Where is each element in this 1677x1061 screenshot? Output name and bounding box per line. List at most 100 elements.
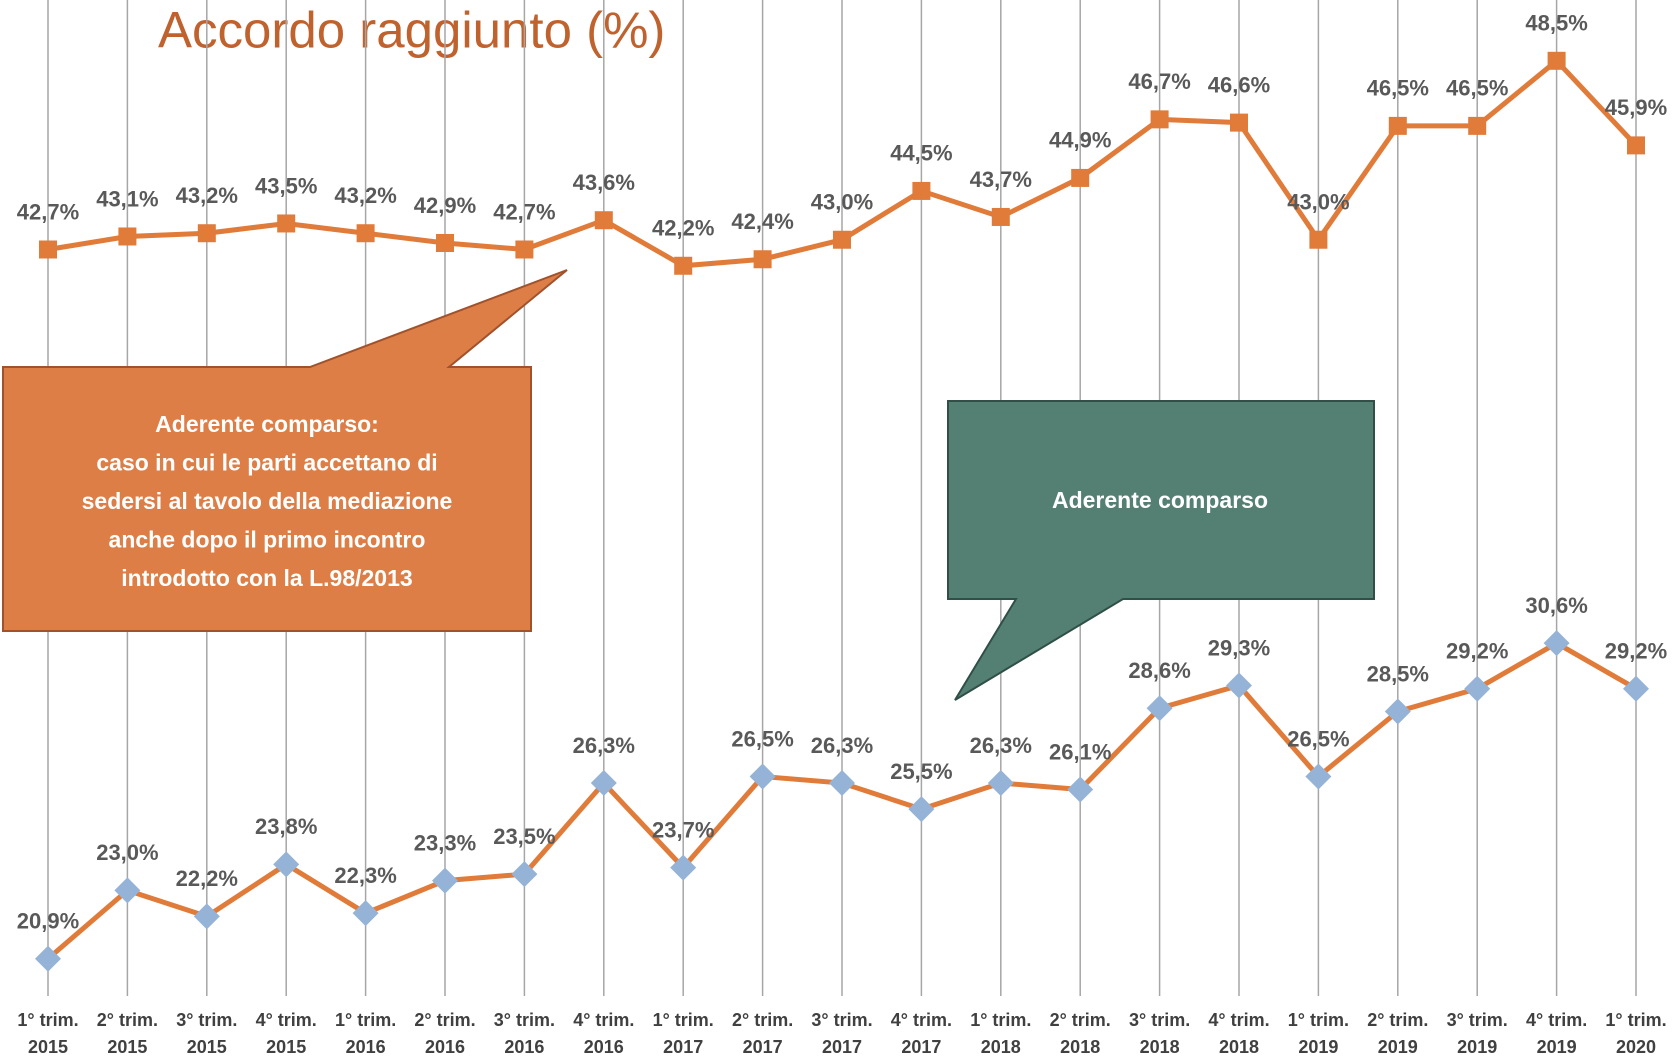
data-label: 43,1% bbox=[96, 186, 158, 211]
x-tick-label: 2° trim. 2015 bbox=[97, 1010, 158, 1057]
x-tick-label: 4° trim. 2018 bbox=[1208, 1010, 1269, 1057]
marker bbox=[753, 250, 772, 269]
data-label: 25,5% bbox=[890, 759, 952, 784]
callout-text: Aderente comparso bbox=[1052, 487, 1268, 513]
x-tick-label: 3° trim. 2017 bbox=[811, 1010, 872, 1057]
data-label: 43,6% bbox=[573, 170, 635, 195]
marker bbox=[1226, 672, 1252, 699]
marker bbox=[1067, 776, 1094, 803]
marker bbox=[908, 796, 935, 823]
data-label: 26,3% bbox=[573, 733, 635, 758]
marker bbox=[991, 207, 1010, 226]
data-label: 23,5% bbox=[493, 824, 555, 849]
callout-text: Aderente comparso: bbox=[155, 411, 379, 437]
marker bbox=[1464, 675, 1491, 702]
marker bbox=[515, 240, 534, 259]
marker bbox=[749, 763, 776, 790]
data-label: 20,9% bbox=[17, 909, 79, 934]
marker bbox=[1627, 136, 1645, 155]
data-label: 48,5% bbox=[1525, 11, 1587, 36]
data-label: 43,2% bbox=[176, 183, 238, 208]
marker bbox=[829, 770, 855, 797]
data-label: 26,5% bbox=[1287, 726, 1349, 751]
marker bbox=[436, 233, 454, 252]
data-label: 44,9% bbox=[1049, 128, 1111, 153]
data-label: 43,0% bbox=[811, 190, 873, 215]
data-label: 26,3% bbox=[970, 733, 1032, 758]
marker bbox=[1388, 116, 1407, 135]
x-tick-label: 4° trim. 2015 bbox=[256, 1010, 317, 1057]
data-label: 43,7% bbox=[970, 167, 1032, 192]
marker bbox=[1230, 113, 1248, 132]
x-tick-label: 3° trim. 2015 bbox=[176, 1010, 237, 1057]
data-label: 26,1% bbox=[1049, 739, 1111, 764]
marker bbox=[1468, 116, 1487, 135]
marker bbox=[1384, 698, 1411, 725]
data-label: 46,7% bbox=[1128, 69, 1190, 94]
x-tick-label: 1° trim. 2020 bbox=[1605, 1010, 1666, 1057]
marker bbox=[987, 770, 1014, 797]
data-label: 43,5% bbox=[255, 173, 317, 198]
data-label: 46,5% bbox=[1367, 76, 1429, 101]
marker bbox=[273, 851, 300, 878]
marker bbox=[356, 224, 375, 243]
callout bbox=[2, 269, 568, 632]
marker bbox=[674, 256, 693, 275]
marker bbox=[912, 181, 931, 200]
marker bbox=[833, 230, 851, 249]
x-tick-label: 4° trim. 2016 bbox=[573, 1010, 634, 1057]
x-tick-label: 2° trim. 2018 bbox=[1050, 1010, 1111, 1057]
x-tick-label: 1° trim. 2018 bbox=[970, 1010, 1031, 1057]
x-tick-label: 2° trim. 2016 bbox=[414, 1010, 475, 1057]
data-label: 28,6% bbox=[1128, 658, 1190, 683]
data-label: 28,5% bbox=[1367, 661, 1429, 686]
marker bbox=[277, 214, 296, 233]
data-label: 29,3% bbox=[1208, 635, 1270, 660]
data-label: 23,8% bbox=[255, 814, 317, 839]
marker bbox=[1309, 230, 1328, 249]
x-tick-label: 3° trim. 2019 bbox=[1447, 1010, 1508, 1057]
x-tick-label: 1° trim. 2016 bbox=[335, 1010, 396, 1057]
data-label: 23,3% bbox=[414, 830, 476, 855]
marker bbox=[197, 224, 216, 243]
data-label: 23,7% bbox=[652, 817, 714, 842]
x-tick-label: 1° trim. 2017 bbox=[653, 1010, 714, 1057]
callout-text: anche dopo il primo incontro bbox=[109, 527, 426, 553]
x-tick-label: 4° trim. 2019 bbox=[1526, 1010, 1587, 1057]
marker bbox=[114, 877, 141, 904]
x-tick-label: 2° trim. 2019 bbox=[1367, 1010, 1428, 1057]
marker bbox=[39, 240, 57, 259]
callout-text: sedersi al tavolo della mediazione bbox=[82, 488, 453, 514]
data-label: 22,3% bbox=[334, 863, 396, 888]
marker bbox=[670, 854, 697, 881]
marker bbox=[590, 770, 617, 797]
marker bbox=[118, 227, 137, 246]
data-label: 42,7% bbox=[493, 199, 555, 224]
marker bbox=[1305, 763, 1332, 790]
data-label: 43,0% bbox=[1287, 190, 1349, 215]
data-label: 26,5% bbox=[731, 726, 793, 751]
data-label: 29,2% bbox=[1446, 639, 1508, 664]
marker bbox=[1146, 695, 1173, 722]
marker bbox=[1543, 630, 1570, 657]
data-label: 29,2% bbox=[1605, 639, 1667, 664]
marker bbox=[1071, 168, 1090, 187]
data-label: 42,2% bbox=[652, 216, 714, 241]
callout-text: caso in cui le parti accettano di bbox=[96, 450, 437, 476]
marker bbox=[35, 945, 61, 972]
data-label: 26,3% bbox=[811, 733, 873, 758]
data-label: 43,2% bbox=[334, 183, 396, 208]
marker bbox=[352, 900, 379, 927]
marker bbox=[193, 903, 220, 930]
data-label: 46,6% bbox=[1208, 72, 1270, 97]
data-label: 30,6% bbox=[1525, 593, 1587, 618]
chart-title: Accordo raggiunto (%) bbox=[158, 1, 665, 58]
data-label: 42,7% bbox=[17, 199, 79, 224]
data-label: 45,9% bbox=[1605, 95, 1667, 120]
x-tick-label: 1° trim. 2015 bbox=[17, 1010, 78, 1057]
marker bbox=[1623, 675, 1649, 702]
marker bbox=[1547, 51, 1566, 70]
marker bbox=[1150, 110, 1169, 129]
marker bbox=[511, 861, 538, 888]
